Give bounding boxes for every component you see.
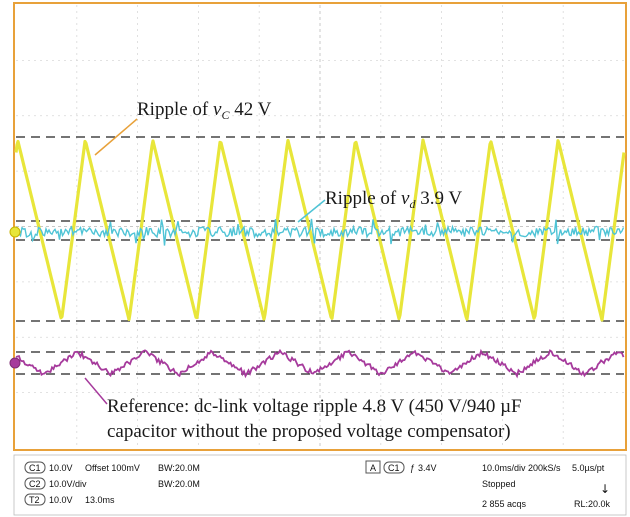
ch1-badge — [24, 461, 46, 474]
annotation-vd-leader — [297, 199, 326, 223]
record-length: RL:20.0k — [574, 499, 611, 509]
ch3-scale: 10.0V — [49, 495, 73, 505]
trace-ch2-vd — [15, 218, 625, 246]
ch3-badge-label: T2 — [29, 495, 40, 505]
trigger-source-badge — [383, 461, 405, 474]
graticule — [16, 5, 624, 448]
ch1-badge-label: C1 — [29, 463, 41, 473]
trigger-mode-box — [365, 460, 381, 474]
annotation-ref-line2: capacitor without the proposed voltage c… — [107, 421, 511, 442]
annotation-ref-line1: Reference: dc-link voltage ripple 4.8 V … — [107, 396, 522, 417]
ch3-ground-marker — [9, 357, 21, 369]
annotation-vd: Ripple of vd 3.9 V — [325, 188, 462, 211]
ch1-offset: Offset 100mV — [85, 463, 140, 473]
reference-dashed-lines — [16, 136, 624, 375]
annotation-vc-leader — [94, 118, 138, 156]
trigger-level: 3.4V — [418, 463, 437, 473]
trigger-source: C1 — [388, 463, 400, 473]
ch3-badge — [24, 493, 46, 506]
trigger-mode: A — [370, 463, 376, 473]
ch1-ground-marker — [9, 226, 21, 238]
trace-ch3-reference — [15, 348, 625, 379]
ch2-bandwidth: BW:20.0M — [158, 479, 200, 489]
ch1-bandwidth: BW:20.0M — [158, 463, 200, 473]
ch2-scale: 10.0V/div — [49, 479, 87, 489]
ch2-badge — [24, 477, 46, 490]
status-bar: C1 10.0V Offset 100mV BW:20.0M C2 10.0V/… — [13, 454, 627, 516]
arrow-down-icon: ↓ — [600, 482, 610, 496]
ch3-time: 13.0ms — [85, 495, 115, 505]
trigger-slope-icon: ƒ — [410, 463, 415, 473]
timebase: 10.0ms/div 200kS/s — [482, 463, 561, 473]
ch1-scale: 10.0V — [49, 463, 73, 473]
annotation-vc: Ripple of vC 42 V — [137, 99, 272, 122]
ch2-badge-label: C2 — [29, 479, 41, 489]
annotation-ref-leader — [84, 377, 108, 405]
acq-count: 2 855 acqs — [482, 499, 527, 509]
sample-resolution: 5.0µs/pt — [572, 463, 605, 473]
acq-state: Stopped — [482, 479, 516, 489]
trace-ch1-vc — [14, 138, 626, 322]
waveform-traces — [14, 138, 626, 379]
